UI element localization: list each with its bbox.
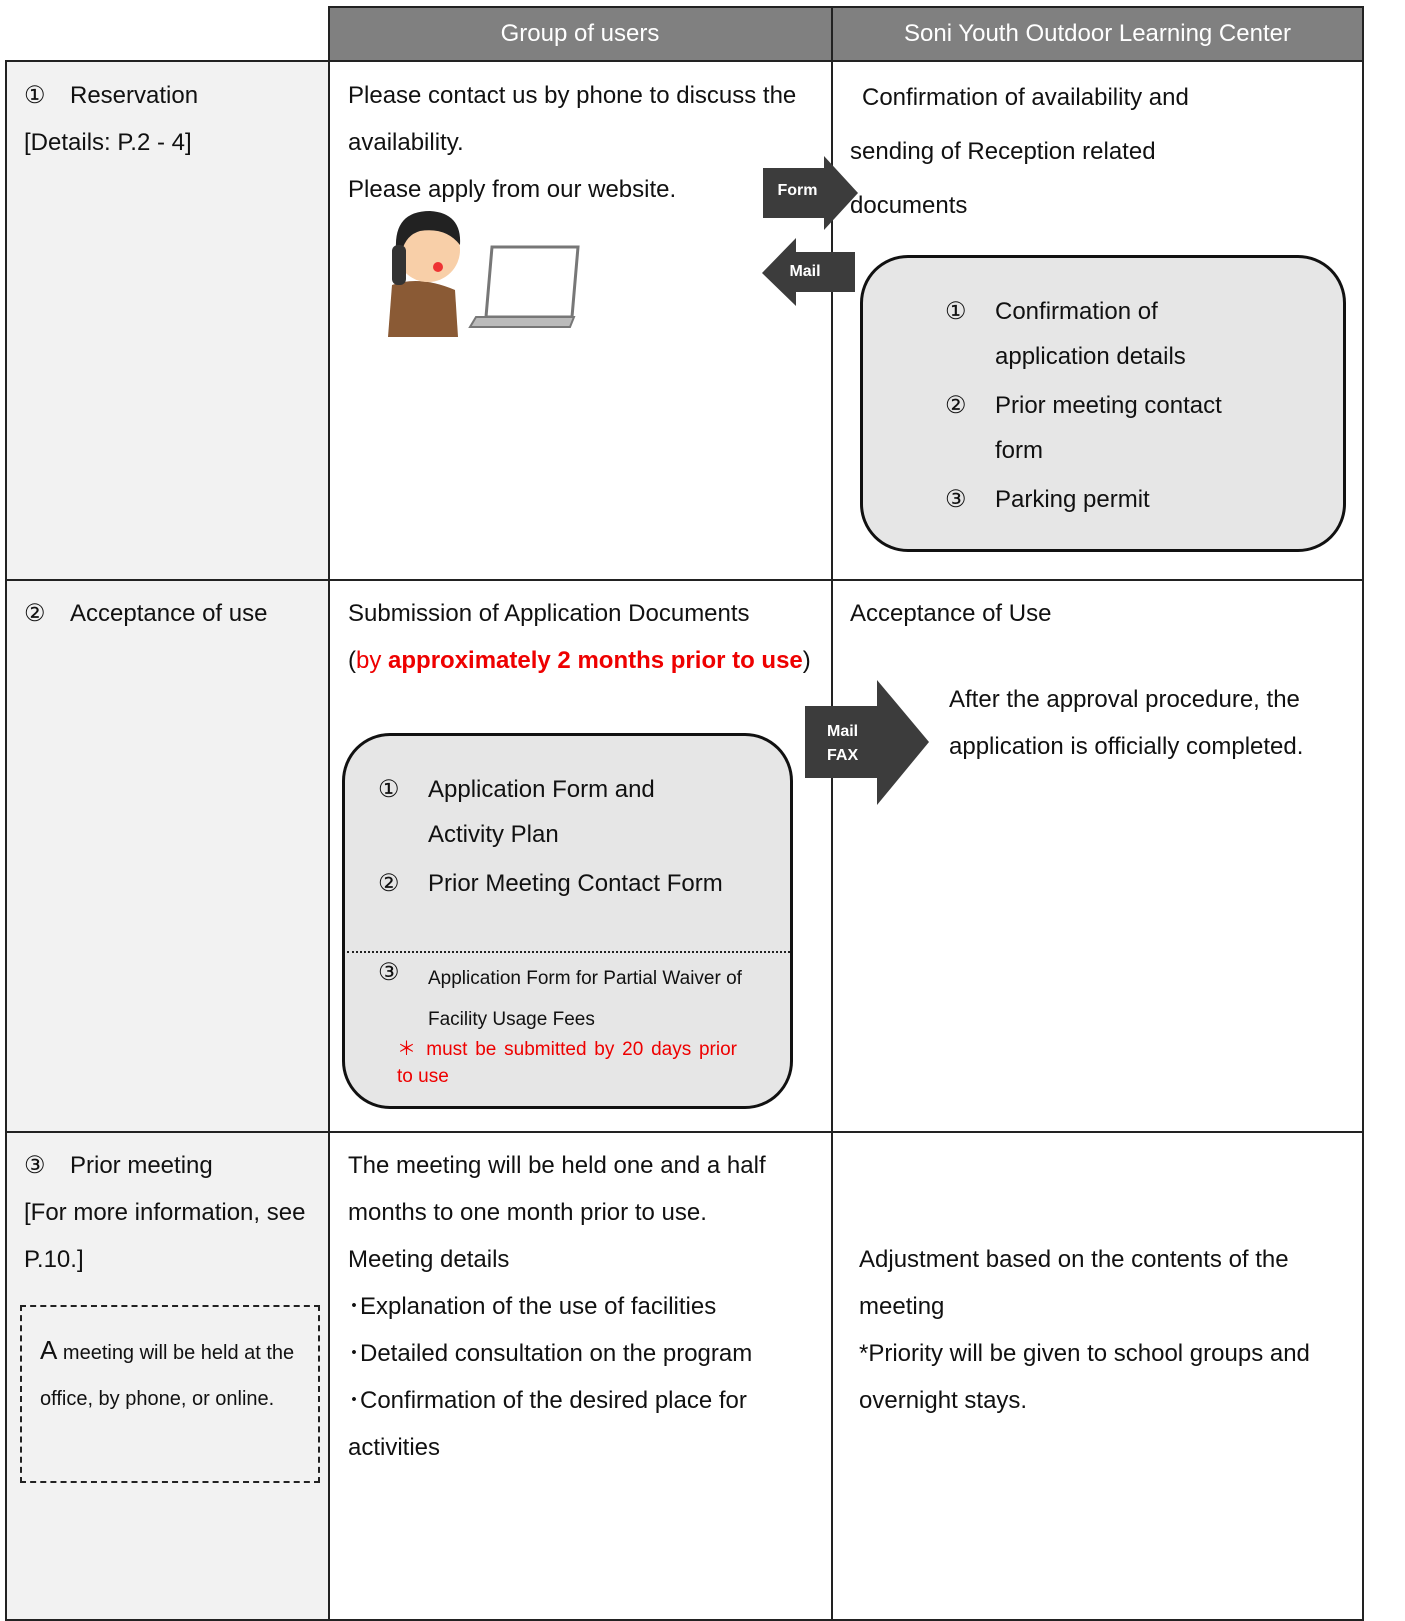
- dashed-box: [20, 1305, 320, 1483]
- num: ③: [945, 486, 967, 513]
- center-title: Acceptance of Use: [850, 600, 1052, 627]
- step-number: ③: [24, 1152, 46, 1179]
- arrow-label: Form: [777, 182, 818, 199]
- paragraph: The meeting will be held one and a half …: [348, 1152, 766, 1226]
- step-title: Reservation: [70, 82, 199, 109]
- deadline-emphasis: approximately 2 months prior to use: [388, 647, 803, 674]
- list-item: ② Prior Meeting Contact Form: [378, 861, 728, 906]
- arrow-line: Mail: [827, 723, 859, 740]
- note: ＊ must be submitted by 20 days prior to …: [397, 1039, 737, 1087]
- document-box: [342, 733, 793, 1109]
- list-item: ② Prior meeting contact form: [945, 383, 1270, 473]
- step-cell: [5, 579, 330, 1133]
- item-text: Confirmation of application details: [995, 298, 1186, 370]
- user-text: The meeting will be held one and a half …: [348, 1142, 788, 1471]
- arrows: [762, 156, 858, 306]
- separator: [347, 951, 790, 953]
- item-text: Prior meeting contact form: [995, 392, 1222, 464]
- paren: (: [348, 647, 356, 674]
- step-number: ②: [24, 600, 46, 627]
- header-text: Soni Youth Outdoor Learning Center: [904, 20, 1291, 47]
- center-text: Confirmation of availability and sending…: [850, 84, 1189, 219]
- paragraph: ･Explanation of the use of facilities: [348, 1293, 717, 1320]
- num: ③: [378, 959, 400, 986]
- step-details: [For more information, see P.10.]: [24, 1199, 306, 1273]
- arrow-line: FAX: [827, 747, 859, 764]
- step-details: [Details: P.2 - 4]: [24, 129, 192, 156]
- num: ②: [945, 392, 967, 419]
- arrow-label: Mail: [789, 263, 821, 280]
- paren: ): [802, 647, 811, 674]
- arrow: [805, 680, 929, 805]
- arrow-label: Mail FAX: [827, 720, 858, 768]
- item-text: Parking permit: [995, 486, 1150, 513]
- list-item: ① Application Form and Activity Plan: [378, 767, 728, 857]
- step-number: ①: [24, 82, 46, 109]
- step-cell: [5, 1131, 330, 1621]
- paragraph: Please contact us by phone to discuss th…: [348, 82, 797, 156]
- num: ①: [378, 776, 400, 803]
- note-text: A meeting will be held at the office, by…: [40, 1327, 305, 1422]
- header-text: Group of users: [500, 20, 660, 47]
- num: ②: [378, 870, 400, 897]
- paragraph: Adjustment based on the contents of the …: [859, 1246, 1289, 1320]
- paragraph: Please apply from our website.: [348, 176, 677, 203]
- deadline: (by approximately 2 months prior to use): [348, 637, 823, 684]
- paragraph: *Priority will be given to school groups…: [859, 1340, 1310, 1414]
- cell: [831, 579, 1364, 1133]
- document-box: [860, 255, 1346, 552]
- item-text: Application Form for Partial Waiver of F…: [428, 968, 742, 1030]
- document-list: ① Confirmation of application details ② Pr…: [945, 289, 1270, 522]
- center-text: After the approval procedure, the applic…: [949, 686, 1304, 760]
- paragraph: Meeting details: [348, 1246, 510, 1273]
- list-item: ③ Application Form for Partial Waiver of …: [378, 958, 773, 1040]
- item-text: Prior Meeting Contact Form: [428, 870, 723, 897]
- paragraph: Submission of Application Documents: [348, 600, 750, 627]
- user-text: Please contact us by phone to discuss th…: [348, 72, 813, 213]
- paragraph: ･Confirmation of the desired place for a…: [348, 1387, 747, 1461]
- paragraph: ･Detailed consultation on the program: [348, 1340, 753, 1367]
- user-text: Submission of Application Documents (by …: [348, 590, 823, 684]
- document-list: ① Application Form and Activity Plan ② Pri…: [378, 767, 728, 906]
- center-text: Adjustment based on the contents of the …: [859, 1236, 1329, 1424]
- step-title: Prior meeting: [70, 1152, 213, 1179]
- num: ①: [945, 298, 967, 325]
- illustration: [388, 211, 580, 337]
- list-item: ③ Parking permit: [945, 477, 1270, 522]
- initial: A: [40, 1335, 58, 1365]
- step-title: Acceptance of use: [70, 600, 268, 627]
- header-cell: [831, 6, 1364, 62]
- item-text: Application Form and Activity Plan: [428, 776, 655, 848]
- list-item: ① Confirmation of application details: [945, 289, 1270, 379]
- deadline-by: by: [356, 647, 382, 674]
- note-body: meeting will be held at the office, by p…: [40, 1342, 295, 1410]
